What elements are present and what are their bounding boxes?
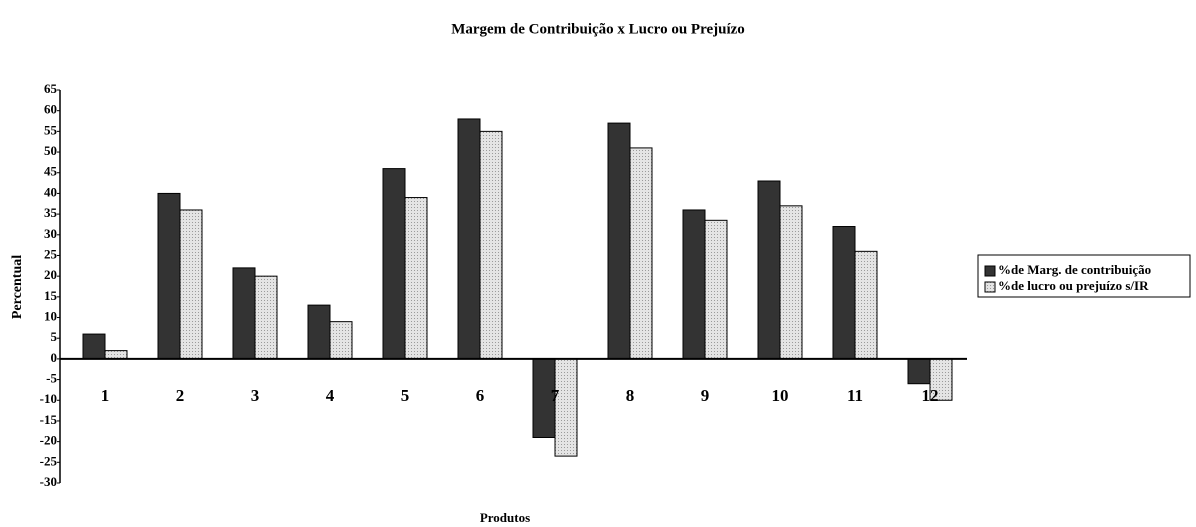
y-tick-label: 0 <box>51 350 58 365</box>
bar <box>854 250 878 360</box>
bar <box>307 304 331 360</box>
x-axis-label: Produtos <box>480 510 530 525</box>
x-tick-label: 6 <box>476 386 485 405</box>
bar <box>179 209 203 360</box>
bar <box>479 130 503 360</box>
x-tick-label: 2 <box>176 386 185 405</box>
bar <box>104 350 128 360</box>
y-tick-label: -15 <box>40 412 58 427</box>
x-tick-label: 3 <box>251 386 260 405</box>
x-tick-label: 5 <box>401 386 410 405</box>
bar <box>554 358 578 457</box>
legend-label: %de Marg. de contribuição <box>998 262 1151 277</box>
chart-title: Margem de Contribuição x Lucro ou Prejuí… <box>451 21 745 37</box>
x-tick-label: 8 <box>626 386 635 405</box>
bar <box>157 192 181 360</box>
x-tick-label: 7 <box>551 386 560 405</box>
x-tick-label: 10 <box>772 386 789 405</box>
y-tick-label: 30 <box>44 226 57 241</box>
bar <box>832 226 856 360</box>
bar <box>704 219 728 360</box>
y-tick-label: 5 <box>51 329 58 344</box>
bar <box>757 180 781 360</box>
y-tick-label: 65 <box>44 81 58 96</box>
bar <box>82 333 106 360</box>
y-tick-label: 35 <box>44 205 58 220</box>
y-tick-label: 15 <box>44 288 58 303</box>
bar <box>404 197 428 360</box>
bar <box>607 122 631 360</box>
x-tick-label: 11 <box>847 386 863 405</box>
bar <box>232 267 256 360</box>
y-tick-label: -5 <box>46 371 57 386</box>
y-tick-label: -20 <box>40 433 57 448</box>
bar <box>329 321 353 360</box>
bar <box>907 358 931 385</box>
x-tick-label: 1 <box>101 386 110 405</box>
x-tick-label: 9 <box>701 386 710 405</box>
y-tick-label: -30 <box>40 474 57 489</box>
x-tick-label: 4 <box>326 386 335 405</box>
x-tick-label: 12 <box>922 386 939 405</box>
bar <box>682 209 706 360</box>
y-axis-label: Percentual <box>10 255 25 319</box>
bar <box>457 118 481 360</box>
y-tick-label: 20 <box>44 267 57 282</box>
bar <box>629 147 653 360</box>
y-tick-label: 50 <box>44 143 57 158</box>
y-tick-label: 25 <box>44 246 58 261</box>
y-tick-label: 45 <box>44 164 58 179</box>
y-tick-label: -10 <box>40 391 57 406</box>
y-tick-label: 10 <box>44 309 57 324</box>
legend-label: %de lucro ou prejuízo s/IR <box>998 278 1149 293</box>
y-tick-label: 55 <box>44 122 58 137</box>
bar <box>254 275 278 360</box>
y-tick-label: 60 <box>44 102 57 117</box>
legend-swatch <box>984 265 996 277</box>
bar <box>382 168 406 360</box>
y-tick-label: 40 <box>44 184 57 199</box>
bar <box>779 205 803 360</box>
legend-swatch <box>984 281 996 293</box>
y-tick-label: -25 <box>40 453 58 468</box>
legend-box <box>977 254 1191 298</box>
